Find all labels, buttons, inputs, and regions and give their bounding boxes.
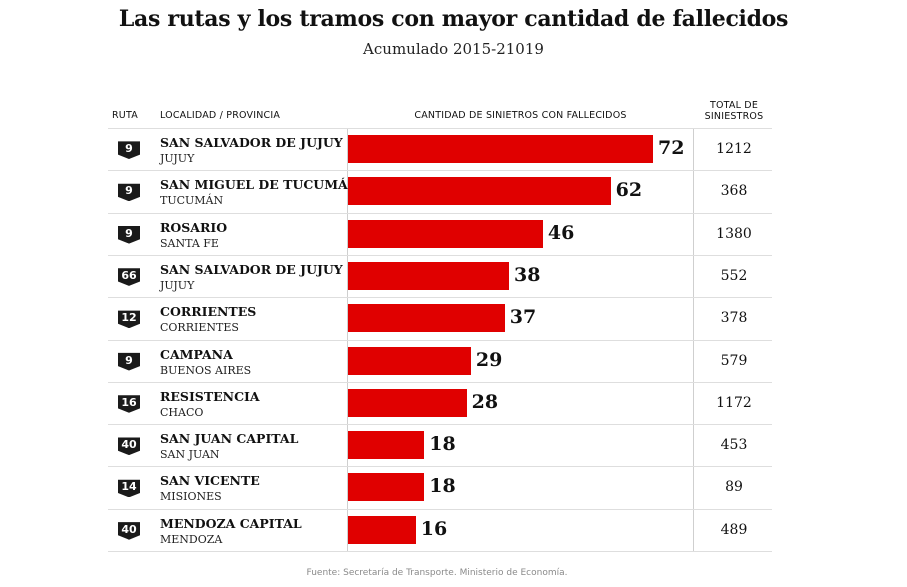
table-row: 16 RESISTENCIA CHACO 28 1172 (108, 382, 772, 424)
table-row: 12 CORRIENTES CORRIENTES 37 378 (108, 297, 772, 339)
table-row: 9 SAN SALVADOR DE JUJUY JUJUY 72 1212 (108, 128, 772, 170)
route-badge: 66 (118, 268, 140, 286)
route-badge: 40 (118, 522, 140, 540)
data-bar (348, 388, 467, 417)
province-name: MISIONES (160, 490, 222, 504)
row-separator (108, 254, 772, 256)
city-name: MENDOZA CAPITAL (160, 515, 302, 531)
route-badge: 16 (118, 395, 140, 413)
data-label: 16 (420, 517, 448, 540)
data-label: 18 (429, 475, 456, 498)
province-name: JUJUY (160, 278, 195, 292)
route-badge: 12 (118, 310, 140, 329)
city-name: SAN JUAN CAPITAL (160, 431, 299, 447)
total-value: 89 (725, 479, 743, 496)
data-label: 37 (509, 306, 537, 329)
city-name: ROSARIO (160, 219, 228, 235)
data-bar (348, 304, 505, 333)
source-note: Fuente: Secretaría de Transporte. Minist… (306, 568, 568, 578)
row-separator (108, 466, 772, 468)
data-label: 28 (471, 390, 499, 413)
city-name: RESISTENCIA (160, 388, 260, 404)
data-label: 72 (658, 137, 685, 159)
row-separator (108, 212, 772, 214)
row-separator (108, 339, 772, 341)
row-separator (108, 128, 772, 129)
data-bar (348, 431, 425, 460)
city-name: SAN VICENTE (160, 473, 260, 489)
chart-subtitle: Acumulado 2015-21019 (363, 40, 544, 58)
total-value: 378 (720, 310, 748, 327)
data-label: 29 (475, 348, 503, 371)
chart-title: Las rutas y los tramos con mayor cantida… (118, 6, 789, 32)
city-name: CORRIENTES (160, 304, 257, 320)
row-separator (108, 551, 772, 552)
route-badge: 14 (118, 479, 140, 498)
table-row: 40 SAN JUAN CAPITAL SAN JUAN 18 453 (108, 424, 772, 466)
table-row: 14 SAN VICENTE MISIONES 18 89 (108, 466, 772, 508)
data-bar (348, 473, 425, 502)
row-separator (108, 508, 772, 510)
header-cantidad: CANTIDAD DE SINIETROS CON FALLECIDOS (414, 110, 627, 121)
data-bar (348, 346, 471, 375)
province-name: CHACO (160, 405, 204, 419)
row-separator (108, 424, 772, 426)
city-name: SAN SALVADOR DE JUJUY (160, 261, 343, 277)
city-name: SAN SALVADOR DE JUJUY (160, 135, 343, 150)
city-name: CAMPANA (160, 346, 233, 362)
data-bar (348, 135, 653, 163)
city-name: SAN MIGUEL DE TUCUMÁN (160, 177, 360, 193)
row-separator (108, 170, 772, 172)
province-name: SANTA FE (160, 236, 219, 250)
route-badge: 40 (118, 437, 140, 456)
route-badge: 9 (118, 225, 140, 244)
table-row: 9 CAMPANA BUENOS AIRES 29 579 (108, 340, 772, 382)
header-total: TOTAL DE SINIESTROS (704, 100, 764, 122)
total-value: 552 (720, 267, 748, 284)
data-bar (348, 219, 543, 248)
total-value: 1212 (716, 141, 752, 157)
route-badge: 9 (118, 141, 140, 159)
province-name: BUENOS AIRES (160, 363, 252, 377)
route-badge: 9 (118, 352, 140, 371)
table-row: 9 SAN MIGUEL DE TUCUMÁN TUCUMÁN 62 368 (108, 170, 772, 212)
table-row: 9 ROSARIO SANTA FE 46 1380 (108, 213, 772, 255)
row-separator (108, 297, 772, 299)
total-value: 1380 (716, 225, 752, 242)
total-value: 368 (720, 183, 748, 200)
data-bar (348, 261, 509, 290)
row-separator (108, 381, 772, 383)
province-name: CORRIENTES (160, 321, 239, 335)
province-name: MENDOZA (160, 532, 223, 546)
data-label: 62 (615, 179, 643, 202)
table-row: 66 SAN SALVADOR DE JUJUY JUJUY 38 552 (108, 255, 772, 297)
total-value: 489 (720, 521, 748, 538)
data-label: 38 (513, 263, 541, 286)
province-name: SAN JUAN (160, 448, 220, 462)
total-value: 453 (720, 437, 748, 454)
province-name: TUCUMÁN (160, 194, 224, 208)
data-bar (348, 515, 416, 544)
data-label: 18 (429, 433, 456, 456)
data-label: 46 (547, 221, 575, 244)
total-value: 1172 (716, 394, 752, 411)
route-badge: 9 (118, 183, 140, 202)
table-row: 40 MENDOZA CAPITAL MENDOZA 16 489 (108, 509, 772, 551)
province-name: JUJUY (160, 152, 195, 165)
data-bar (348, 177, 611, 206)
header-localidad: LOCALIDAD / PROVINCIA (160, 110, 281, 121)
total-value: 579 (720, 352, 748, 369)
header-ruta: RUTA (112, 110, 138, 121)
